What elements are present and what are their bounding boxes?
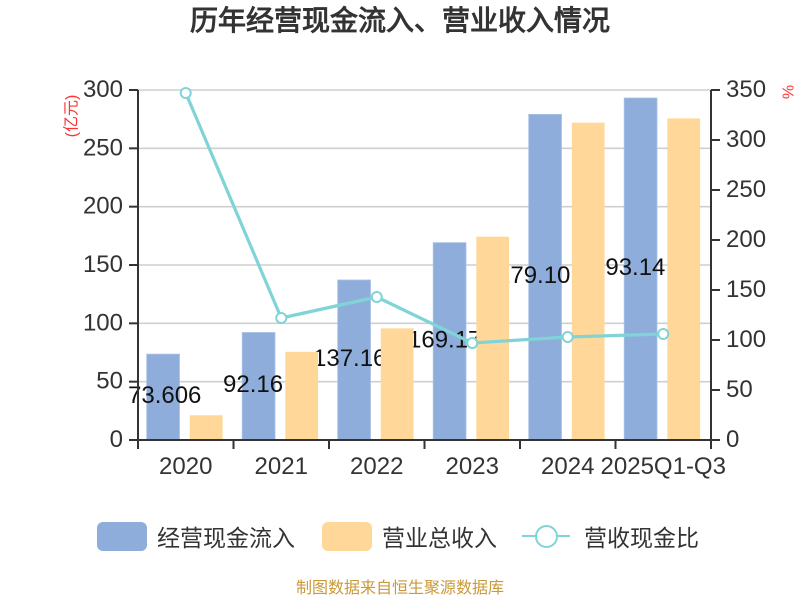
x-tick-label: 2022 <box>350 453 403 480</box>
line-circle-marker-icon <box>522 521 570 551</box>
right-tick-label: 100 <box>726 326 766 353</box>
x-tick-label: 2023 <box>446 453 499 480</box>
bar-revenue <box>285 351 319 440</box>
ratio-point-marker <box>657 328 670 340</box>
data-label: 73.606 <box>128 382 201 409</box>
legend-item-ratio: 营收现金比 <box>522 521 699 551</box>
bar-revenue <box>571 122 605 441</box>
right-tick-label: 50 <box>726 376 753 403</box>
ratio-point-marker <box>370 291 383 303</box>
bar-revenue <box>189 415 223 440</box>
bar-revenue <box>476 236 510 440</box>
ratio-point-marker <box>179 87 192 99</box>
left-axis-unit: (亿元) <box>63 95 81 138</box>
bar-swatch-icon <box>322 521 372 551</box>
legend-item-cash-inflow: 经营现金流入 <box>97 521 295 551</box>
right-tick-label: 200 <box>726 226 766 253</box>
legend-label: 营收现金比 <box>584 525 699 551</box>
legend: 经营现金流入 营业总收入 营收现金比 <box>0 521 800 551</box>
bar-cash-inflow <box>623 97 658 441</box>
right-axis-unit: % <box>779 85 796 99</box>
left-tick-label: 50 <box>96 368 123 395</box>
data-label: 137.16 <box>313 345 386 372</box>
legend-label: 经营现金流入 <box>157 525 295 551</box>
right-tick-label: 0 <box>726 426 739 453</box>
bar-revenue <box>380 328 414 440</box>
ratio-point-marker <box>466 337 479 349</box>
x-tick-label: 2021 <box>255 453 308 480</box>
data-source-note: 制图数据来自恒生聚源数据库 <box>295 580 504 597</box>
legend-item-revenue: 营业总收入 <box>322 521 497 551</box>
left-tick-label: 250 <box>83 134 123 161</box>
left-tick-label: 100 <box>83 309 123 336</box>
data-label: 279.10 <box>497 262 570 289</box>
x-tick-label: 2020 <box>159 453 212 480</box>
right-tick-label: 350 <box>726 76 766 103</box>
cash-revenue-ratio-line <box>179 87 670 349</box>
left-tick-label: 200 <box>83 193 123 220</box>
x-tick-label: 2024 <box>541 453 594 480</box>
ratio-point-marker <box>561 331 574 343</box>
bar-revenue <box>667 118 701 440</box>
legend-label: 营业总收入 <box>382 525 497 551</box>
cash-inflow-bars <box>146 97 658 441</box>
bar-swatch-icon <box>97 521 147 551</box>
axes: 0 50 100 150 200 250 300 0 50 100 150 200 250 300 350 2… <box>63 76 796 480</box>
right-tick-label: 250 <box>726 176 766 203</box>
right-tick-label: 300 <box>726 126 766 153</box>
left-tick-label: 150 <box>83 251 123 278</box>
chart-title: 历年经营现金流入、营业收入情况 <box>189 5 610 36</box>
bar-cash-inflow <box>146 353 180 441</box>
left-tick-label: 300 <box>83 76 123 103</box>
revenue-bars <box>189 118 701 441</box>
right-tick-label: 150 <box>726 276 766 303</box>
data-label: 92.16 <box>223 371 283 398</box>
x-tick-label: 2025Q1-Q3 <box>601 453 726 480</box>
ratio-point-marker <box>275 312 288 324</box>
left-tick-label: 0 <box>110 426 123 453</box>
ratio-line <box>184 92 664 345</box>
